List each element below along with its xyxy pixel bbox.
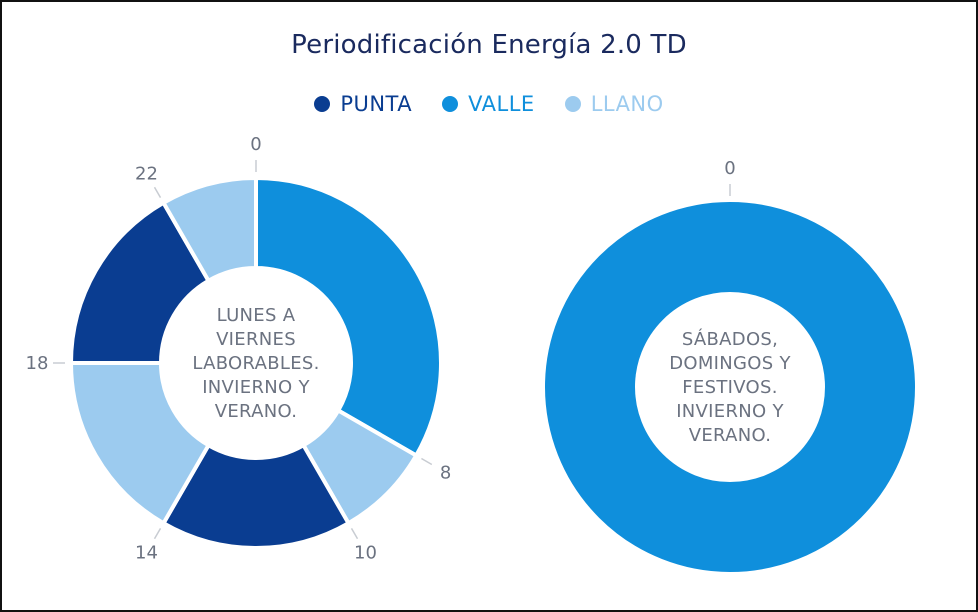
donut-1-label-tick-14 — [153, 528, 162, 540]
donut-2: 0 SÁBADOS, DOMINGOS Y FESTIVOS. INVIERNO Y VE… — [545, 158, 915, 572]
donut-2-center-text-line-3: FESTIVOS. — [682, 377, 777, 398]
donut-1-boundary-label-0: 0 — [250, 134, 261, 155]
donut-1-label-tick-8 — [421, 457, 433, 466]
donut-1-segment-valle-0-8 — [254, 176, 443, 458]
donut-2-boundary-label-0: 0 — [724, 158, 735, 179]
donut-1-boundary-label-22: 22 — [135, 163, 158, 184]
legend-item-llano[interactable]: LLANO — [564, 92, 664, 116]
donut-1-segment-punta-18-22 — [69, 200, 211, 365]
donut-1-center-text-line-1: LUNES A — [217, 305, 296, 326]
donut-1-center-text-line-4: INVIERNO Y — [202, 377, 310, 398]
legend-marker-valle — [442, 96, 459, 112]
legend-marker-llano — [564, 96, 581, 112]
donut-1-center-text-line-5: VERANO. — [215, 401, 298, 422]
donut-2-segment-valle-0-24 — [545, 202, 915, 572]
donut-1-boundary-label-10: 10 — [354, 543, 377, 564]
donut-2-center-text-line-2: DOMINGOS Y — [669, 353, 791, 374]
donut-1-label-tick-22 — [153, 186, 162, 198]
legend-marker-punta — [314, 96, 331, 112]
donut-2-center-text-line-4: INVIERNO Y — [676, 401, 784, 422]
donut-1-segment-punta-10-14 — [161, 443, 351, 550]
chart-title: Periodificación Energía 2.0 TD — [291, 30, 687, 60]
donut-1-boundary-label-14: 14 — [135, 543, 158, 564]
donut-1-boundary-label-8: 8 — [440, 463, 451, 484]
legend-item-valle[interactable]: VALLE — [442, 92, 535, 116]
donut-1: 0 8 10 14 18 22 LUNES A VIERNES LABORABLES. INVIE… — [26, 134, 452, 564]
donut-1-boundary-label-18: 18 — [26, 353, 49, 374]
chart-legend: PUNTA VALLE LLANO — [2, 92, 976, 116]
legend-item-punta[interactable]: PUNTA — [314, 92, 412, 116]
donut-1-segment-llano-22-24 — [161, 176, 258, 283]
donut-2-center-text-line-1: SÁBADOS, — [682, 328, 778, 350]
donut-2-center-text-line-5: VERANO. — [689, 425, 772, 446]
donut-1-segment-llano-14-18 — [69, 361, 211, 526]
legend-label-punta: PUNTA — [340, 92, 413, 116]
legend-label-valle: VALLE — [468, 92, 535, 116]
donut-1-center-text-line-3: LABORABLES. — [192, 353, 319, 374]
donut-1-label-tick-10 — [350, 528, 359, 540]
legend-label-llano: LLANO — [590, 92, 664, 116]
donut-1-center-text-line-2: VIERNES — [216, 329, 296, 350]
